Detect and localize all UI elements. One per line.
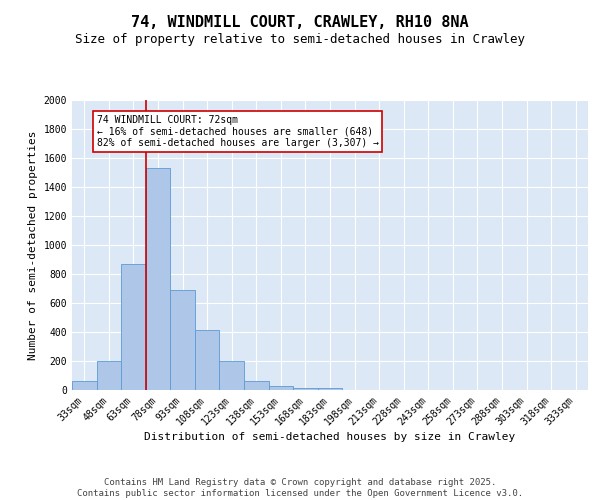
Text: 74 WINDMILL COURT: 72sqm
← 16% of semi-detached houses are smaller (648)
82% of : 74 WINDMILL COURT: 72sqm ← 16% of semi-d…	[97, 114, 379, 148]
Bar	[269, 386, 293, 390]
Bar	[121, 264, 146, 390]
Bar	[293, 388, 318, 390]
Bar	[195, 330, 220, 390]
X-axis label: Distribution of semi-detached houses by size in Crawley: Distribution of semi-detached houses by …	[145, 432, 515, 442]
Y-axis label: Number of semi-detached properties: Number of semi-detached properties	[28, 130, 38, 360]
Bar	[220, 361, 244, 390]
Bar	[244, 382, 269, 390]
Text: Contains HM Land Registry data © Crown copyright and database right 2025.
Contai: Contains HM Land Registry data © Crown c…	[77, 478, 523, 498]
Bar	[146, 168, 170, 390]
Bar	[97, 361, 121, 390]
Bar	[72, 380, 97, 390]
Text: 74, WINDMILL COURT, CRAWLEY, RH10 8NA: 74, WINDMILL COURT, CRAWLEY, RH10 8NA	[131, 15, 469, 30]
Bar	[170, 290, 195, 390]
Bar	[318, 388, 342, 390]
Text: Size of property relative to semi-detached houses in Crawley: Size of property relative to semi-detach…	[75, 32, 525, 46]
